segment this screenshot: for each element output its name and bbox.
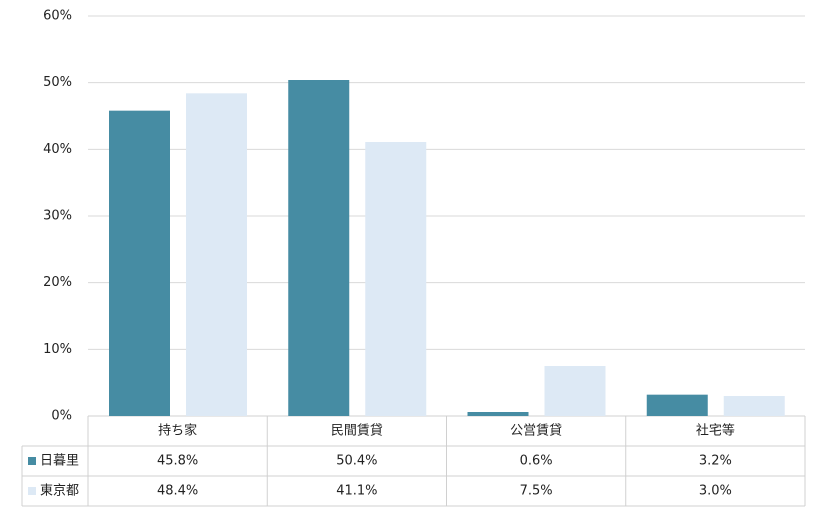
bar xyxy=(467,412,529,416)
y-tick-label: 20% xyxy=(43,275,72,290)
legend-swatch xyxy=(28,487,36,495)
data-label: 41.1% xyxy=(336,484,377,499)
bar xyxy=(365,142,427,416)
x-tick-label: 持ち家 xyxy=(158,423,197,439)
x-tick-label: 公営賃貸 xyxy=(510,423,562,439)
data-label: 3.0% xyxy=(699,484,732,499)
data-label: 3.2% xyxy=(699,454,732,469)
y-tick-label: 30% xyxy=(43,209,72,224)
bar xyxy=(186,93,247,416)
bar xyxy=(109,110,170,417)
legend-label: 日暮里 xyxy=(40,454,79,469)
bar xyxy=(723,396,785,416)
bar xyxy=(646,394,708,416)
data-label: 45.8% xyxy=(157,454,198,469)
legend-swatch xyxy=(28,457,36,465)
x-tick-label: 社宅等 xyxy=(696,423,735,439)
y-tick-label: 10% xyxy=(43,342,72,357)
bar xyxy=(544,366,606,416)
data-label: 0.6% xyxy=(520,454,553,469)
data-label: 50.4% xyxy=(336,454,377,469)
y-tick-label: 0% xyxy=(51,409,72,424)
bar xyxy=(288,80,350,416)
y-tick-label: 50% xyxy=(43,75,72,90)
data-label: 48.4% xyxy=(157,484,198,499)
y-tick-label: 60% xyxy=(43,9,72,24)
y-tick-label: 40% xyxy=(43,142,72,157)
data-label: 7.5% xyxy=(520,484,553,499)
legend-label: 東京都 xyxy=(40,483,79,499)
x-tick-label: 民間賃貸 xyxy=(331,423,383,439)
